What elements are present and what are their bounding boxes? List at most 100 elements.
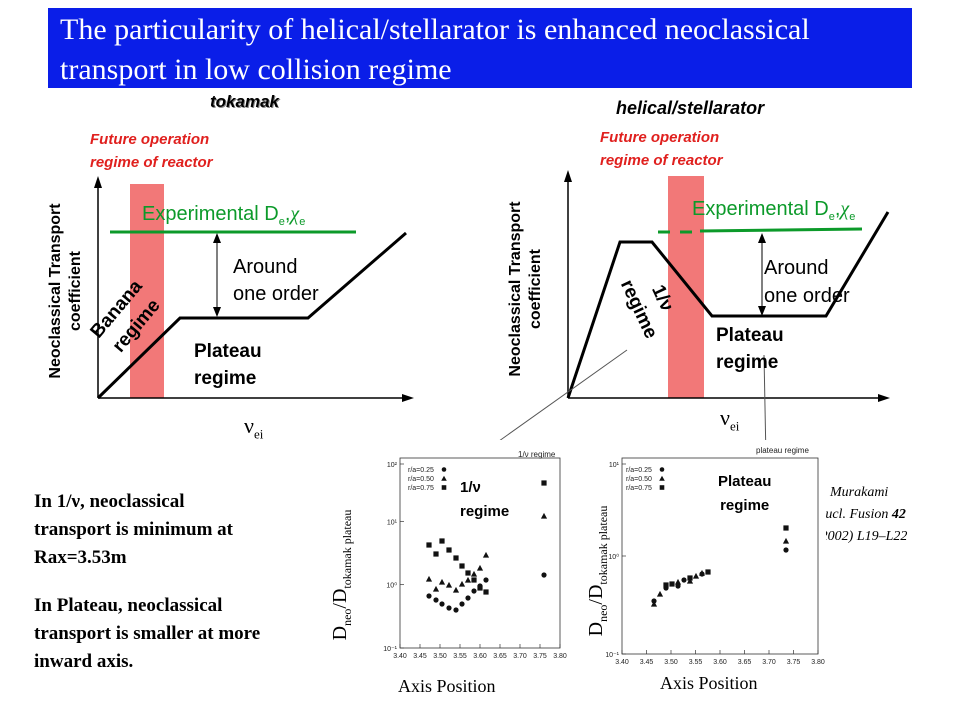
right-future-note-line2: regime of reactor	[600, 152, 723, 169]
plot1-points	[425, 480, 548, 613]
x-tick-label: 3.75	[533, 653, 547, 660]
data-point	[453, 607, 459, 613]
x-tick-label: 3.40	[393, 653, 407, 660]
data-point	[675, 583, 681, 589]
right-x-arrowhead	[878, 394, 890, 402]
x-tick-label: 3.45	[640, 659, 654, 666]
legend-label: r/a=0.25	[626, 467, 652, 474]
left-experimental-label: Experimental De,χe	[142, 203, 306, 228]
x-tick-label: 3.80	[553, 653, 567, 660]
data-point	[541, 480, 547, 486]
data-point	[445, 581, 453, 588]
right-experimental-label: Experimental De,χe	[692, 198, 856, 223]
left-future-note-line2: regime of reactor	[90, 154, 213, 171]
data-point	[446, 605, 452, 611]
legend-label: r/a=0.50	[408, 476, 434, 483]
data-point	[663, 582, 669, 588]
plot1-legend: r/a=0.25 r/a=0.50 r/a=0.75	[408, 467, 447, 492]
data-point	[476, 564, 484, 571]
y-tick-label: 10⁻¹	[606, 652, 620, 659]
note-onenu: In 1/ν, neoclassical transport is minimu…	[34, 488, 233, 572]
data-point	[698, 569, 706, 576]
data-point	[541, 572, 547, 578]
left-order-arrow-bottom	[213, 307, 221, 317]
left-ylabel-line2: coefficient	[67, 251, 84, 332]
left-x-symbol: ν	[244, 413, 254, 438]
right-experimental-line	[699, 227, 863, 233]
data-point	[669, 581, 675, 587]
plot2-ticks: 3.40 3.45 3.50 3.55 3.60 3.65 3.70 3.75 3.80 10¹ 1…	[606, 462, 825, 666]
data-point	[470, 570, 478, 577]
plot1-x-label: Axis Position	[398, 676, 496, 696]
data-point	[783, 547, 789, 553]
right-around-line1: Around	[764, 257, 829, 279]
plot2-overlay-line2: regime	[720, 497, 770, 514]
left-order-arrow-top	[213, 233, 221, 243]
data-point	[438, 578, 446, 585]
left-future-note-line1: Future operation	[90, 131, 210, 148]
citation: S. Murakami Nucl. Fusion 42 (2002) L19–L…	[816, 482, 907, 548]
plot2-ylabel-main: D	[585, 621, 607, 637]
left-plateau-label: Plateau regime	[194, 338, 262, 392]
right-future-band	[668, 176, 704, 398]
data-point	[465, 570, 471, 576]
note-plateau: In Plateau, neoclassical transport is sm…	[34, 592, 260, 676]
x-tick-label: 3.80	[811, 659, 825, 666]
right-x-symbol: ν	[720, 405, 730, 430]
plot1-ylabel-slash: /D	[329, 588, 351, 609]
legend-label: r/a=0.25	[408, 467, 434, 474]
data-point	[686, 577, 694, 584]
data-point	[681, 577, 687, 583]
legend-marker	[659, 475, 665, 481]
left-future-note: Future operation regime of reactor	[90, 128, 213, 174]
citation-journal-name: Nucl. Fusion	[816, 507, 892, 522]
plot1-y-label: Dneo/Dtokamak plateau	[329, 475, 359, 675]
plot2-header: plateau regime	[756, 446, 809, 455]
legend-marker	[441, 475, 447, 481]
data-point	[483, 589, 489, 595]
x-tick-label: 3.60	[473, 653, 487, 660]
plot1-header: 1/ν regime	[518, 450, 556, 459]
data-point	[426, 542, 432, 548]
plot1-ylabel-sub1: neo	[340, 608, 354, 626]
right-x-label: νei	[720, 405, 739, 434]
data-point	[482, 551, 490, 558]
citation-volume: 42	[891, 507, 906, 522]
data-point	[692, 572, 700, 579]
note-plateau-line3: inward axis.	[34, 651, 134, 672]
plot1-overlay-line1: 1/ν	[460, 479, 481, 496]
connector-line-1nu	[477, 349, 628, 457]
plot1-ylabel-sub2: tokamak plateau	[340, 509, 354, 589]
data-point	[426, 593, 432, 599]
x-tick-label: 3.70	[513, 653, 527, 660]
plot2-points	[650, 525, 790, 607]
right-y-arrowhead	[564, 170, 572, 182]
legend-label: r/a=0.75	[408, 485, 434, 492]
note-onenu-line2: transport is minimum at	[34, 519, 233, 540]
right-y-label: Neoclassical Transport coefficient	[506, 179, 546, 399]
plot2-x-label: Axis Position	[660, 673, 758, 693]
left-y-arrowhead	[94, 176, 102, 188]
x-tick-label: 3.50	[433, 653, 447, 660]
data-point	[458, 580, 466, 587]
data-point	[650, 600, 658, 607]
legend-marker	[441, 485, 447, 490]
right-order-arrow-bottom	[758, 306, 766, 316]
data-point	[483, 577, 489, 583]
y-tick-label: 10¹	[387, 519, 398, 526]
data-point	[446, 547, 452, 553]
data-point	[432, 585, 440, 592]
plot2-overlay-line1: Plateau	[718, 473, 772, 490]
legend-label: r/a=0.50	[626, 476, 652, 483]
right-around-line2: one order	[764, 285, 850, 307]
left-x-arrowhead	[402, 394, 414, 402]
left-heading: tokamak	[210, 92, 279, 111]
slide-title: The particularity of helical/stellarator…	[60, 13, 810, 86]
plot2-ylabel-sub2: tokamak plateau	[596, 505, 610, 585]
y-tick-label: 10⁰	[608, 553, 619, 561]
x-tick-label: 3.50	[664, 659, 678, 666]
x-tick-label: 3.60	[713, 659, 727, 666]
x-tick-label: 3.65	[493, 653, 507, 660]
x-tick-label: 3.40	[615, 659, 629, 666]
